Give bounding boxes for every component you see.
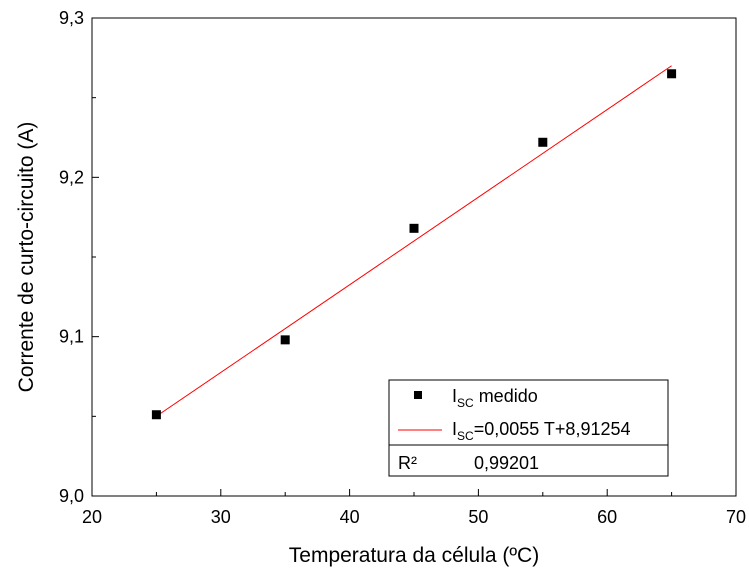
data-point (280, 335, 290, 345)
legend: ISC medido ISC=0,0055 T+8,91254 R² 0,992… (388, 379, 669, 477)
x-axis-title: Temperatura da célula (ºC) (289, 544, 539, 567)
y-tick-label: 9,2 (59, 167, 84, 187)
x-tick-label: 20 (82, 507, 102, 527)
legend-label-measured: ISC medido (452, 386, 538, 410)
x-tick-label: 70 (726, 507, 746, 527)
x-tick-label: 60 (597, 507, 617, 527)
y-axis-title: Corrente de curto-circuito (A) (15, 122, 38, 393)
data-point (409, 223, 419, 233)
x-axis-ticks: 20 30 40 50 60 70 (82, 489, 746, 527)
legend-marker-measured (414, 391, 422, 399)
y-tick-label: 9,1 (59, 327, 84, 347)
x-tick-label: 50 (468, 507, 488, 527)
y-tick-label: 9,3 (59, 8, 84, 28)
legend-box (388, 379, 669, 477)
series-layer (151, 65, 677, 420)
x-tick-label: 40 (340, 507, 360, 527)
data-point (538, 137, 548, 147)
data-point (151, 410, 161, 420)
legend-label-fit: ISC=0,0055 T+8,91254 (452, 419, 631, 443)
y-axis-ticks: 9,0 9,1 9,2 9,3 (59, 8, 99, 506)
data-point (667, 69, 677, 79)
legend-r2-label: R² (398, 453, 417, 473)
legend-r2-value: 0,99201 (474, 453, 539, 473)
y-tick-label: 9,0 (59, 486, 84, 506)
fit-line (156, 65, 672, 417)
x-tick-label: 30 (211, 507, 231, 527)
